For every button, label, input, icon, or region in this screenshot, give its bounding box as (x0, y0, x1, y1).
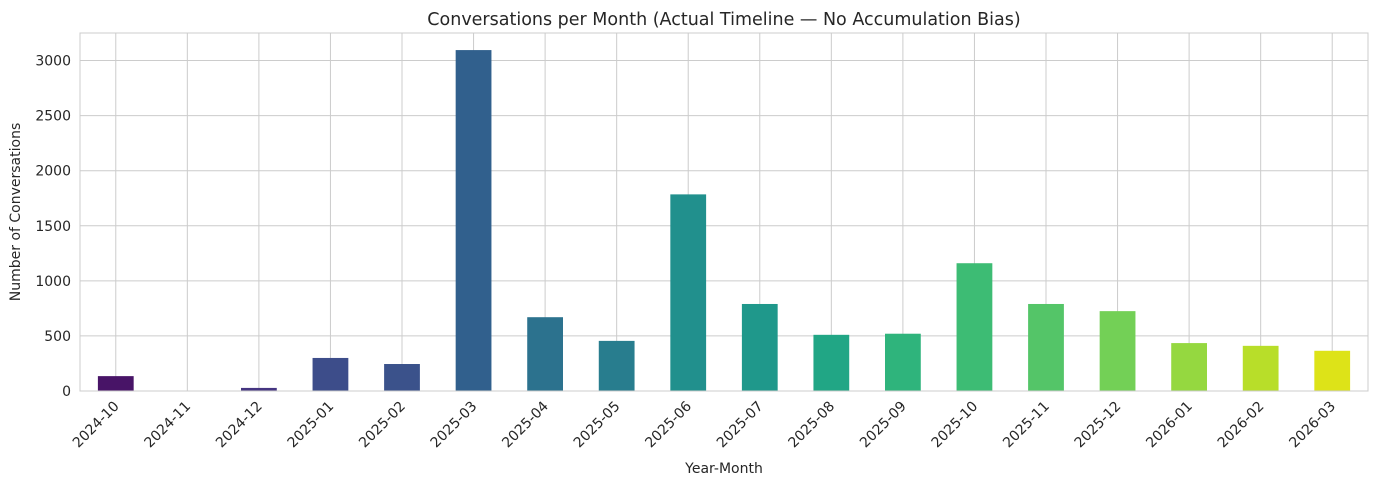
x-tick-label: 2025-10 (929, 399, 982, 452)
chart-title: Conversations per Month (Actual Timeline… (427, 10, 1020, 30)
bar-2026-03 (1314, 350, 1351, 391)
x-tick-label: 2024-12 (213, 399, 266, 452)
x-tick-label: 2025-11 (1000, 399, 1053, 452)
bar-2025-04 (527, 317, 563, 391)
y-tick-label: 500 (44, 329, 71, 345)
bar-2025-09 (885, 333, 921, 391)
y-axis-label: Number of Conversations (8, 123, 24, 302)
y-tick-label: 2000 (35, 164, 71, 180)
bar-2025-07 (741, 303, 778, 391)
y-tick-label: 2500 (35, 109, 71, 125)
x-tick-label: 2025-04 (499, 398, 552, 451)
x-tick-label: 2026-03 (1286, 399, 1339, 452)
bar-2025-06 (670, 194, 707, 391)
x-tick-label: 2024-10 (70, 399, 123, 452)
x-tick-label: 2026-01 (1143, 399, 1196, 452)
x-tick-label: 2024-11 (141, 399, 194, 452)
x-tick-label: 2025-03 (428, 399, 481, 452)
x-tick-label: 2025-02 (356, 399, 409, 452)
x-tick-label: 2025-06 (642, 398, 695, 451)
x-tick-label: 2025-09 (857, 399, 910, 452)
bar-2025-12 (1099, 311, 1136, 391)
bar-2024-10 (97, 376, 134, 391)
y-tick-label: 1000 (35, 274, 71, 290)
bar-2025-10 (956, 263, 993, 391)
x-tick-label: 2025-01 (285, 399, 338, 452)
bar-2024-12 (241, 387, 277, 391)
grid-lines (80, 33, 1368, 392)
bar-2026-01 (1171, 343, 1207, 391)
bar-2025-08 (813, 334, 850, 391)
x-tick-label: 2025-08 (785, 399, 838, 452)
x-tick-label: 2025-05 (571, 399, 624, 452)
bar-2026-02 (1242, 345, 1279, 391)
plot-frame (79, 32, 1369, 392)
y-tick-label: 0 (62, 384, 71, 400)
bar-2025-03 (455, 50, 492, 391)
bars (97, 50, 1351, 391)
x-axis-label: Year-Month (684, 461, 763, 477)
x-tick-label: 2025-07 (714, 399, 767, 452)
y-tick-label: 1500 (35, 219, 71, 235)
bar-2025-01 (312, 357, 349, 391)
bar-2025-11 (1028, 303, 1064, 391)
y-axis: 0 500 1000 1500 2000 2500 3000 (35, 54, 71, 400)
x-tick-label: 2025-12 (1072, 399, 1125, 452)
x-tick-label: 2026-02 (1215, 399, 1268, 452)
bar-2025-05 (598, 340, 635, 391)
y-tick-label: 3000 (35, 54, 71, 70)
x-axis: 2024-10 2024-11 2024-12 2025-01 2025-02 2025-… (70, 398, 1339, 451)
bar-2025-02 (384, 364, 420, 391)
